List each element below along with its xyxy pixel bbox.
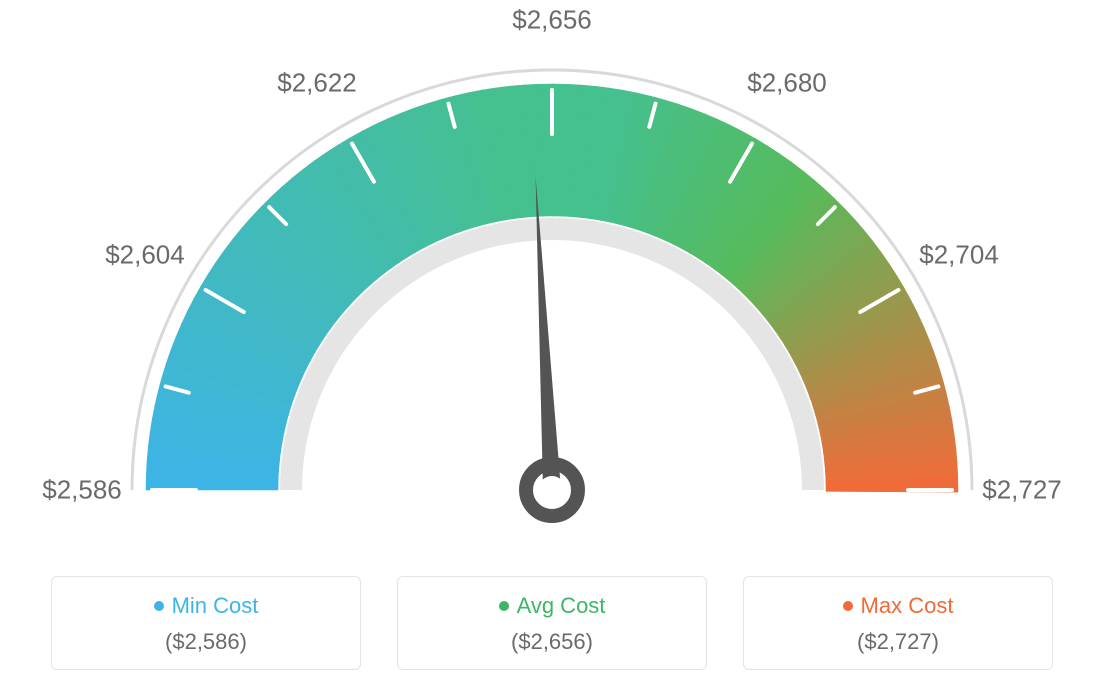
legend-label-avg: Avg Cost: [517, 593, 606, 619]
gauge-tick-label: $2,604: [105, 240, 185, 271]
legend-value-max: ($2,727): [754, 629, 1042, 655]
gauge-tick-label: $2,656: [512, 5, 592, 36]
legend-dot-min: [154, 601, 164, 611]
gauge-tick-label: $2,680: [747, 67, 827, 98]
legend-value-min: ($2,586): [62, 629, 350, 655]
legend-card-max: Max Cost ($2,727): [743, 576, 1053, 670]
legend-row: Min Cost ($2,586) Avg Cost ($2,656) Max …: [0, 576, 1104, 670]
gauge-tick-label: $2,704: [919, 240, 999, 271]
legend-dot-avg: [499, 601, 509, 611]
legend-title-max: Max Cost: [843, 593, 954, 619]
gauge-tick-label: $2,622: [277, 67, 357, 98]
legend-card-min: Min Cost ($2,586): [51, 576, 361, 670]
gauge-tick-label: $2,727: [982, 475, 1062, 506]
gauge-chart: $2,586 $2,604 $2,622 $2,656 $2,680 $2,704 $2,7…: [0, 0, 1104, 540]
legend-title-min: Min Cost: [154, 593, 259, 619]
legend-label-max: Max Cost: [861, 593, 954, 619]
legend-title-avg: Avg Cost: [499, 593, 606, 619]
legend-card-avg: Avg Cost ($2,656): [397, 576, 707, 670]
legend-label-min: Min Cost: [172, 593, 259, 619]
legend-dot-max: [843, 601, 853, 611]
legend-value-avg: ($2,656): [408, 629, 696, 655]
gauge-tick-label: $2,586: [42, 475, 122, 506]
